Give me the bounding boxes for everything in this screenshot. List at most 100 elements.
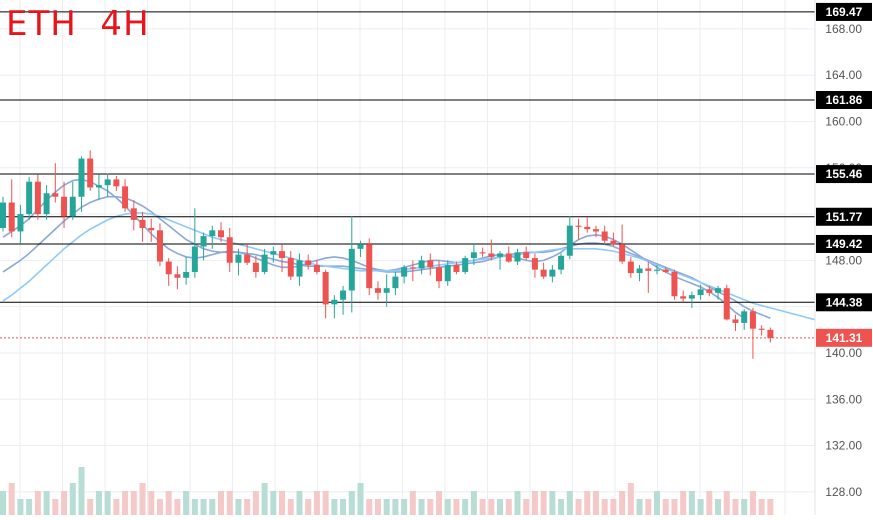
volume-bar [279,491,286,515]
candle-body [366,244,373,289]
candle [139,211,146,242]
volume-bar [235,499,242,515]
volume-bar [767,499,774,515]
volume-bar [470,491,477,515]
volume-bar [34,491,41,515]
candle [95,174,102,201]
volume-bar [287,499,294,515]
candle [148,218,155,242]
volume-bar [645,499,652,515]
level-label: 155.46 [826,167,863,181]
volume-bar [226,491,233,515]
candle-body [514,252,521,262]
candle [244,244,251,266]
y-tick-label: 148.00 [825,253,862,267]
candle [34,174,41,220]
candle [662,267,669,274]
candle [8,179,15,238]
candle [523,246,530,261]
candle-body [26,181,33,215]
candle [627,256,634,278]
level-label-box [816,90,872,109]
candle [514,248,521,266]
candle-body [287,258,294,277]
candle [715,285,722,300]
candle [156,223,163,267]
candle [261,248,268,275]
candle [296,253,303,286]
candle [436,260,442,289]
volume-bar [17,499,24,515]
volume-bar [610,499,617,515]
candle [540,262,547,279]
volume-bar [357,483,364,515]
candle-body [566,225,573,256]
candle-body [313,265,320,272]
candle [218,222,224,242]
candle [575,218,582,240]
volume-bar [348,491,355,515]
candle [279,244,286,272]
y-tick-label: 136.00 [825,392,862,406]
volume-bar [549,491,556,515]
candle-body [523,252,530,259]
level-label: 169.47 [826,5,863,19]
volume-bar [78,467,85,515]
volume-bar [209,499,216,515]
volume-bar [104,491,111,515]
candle [654,265,660,275]
candle-body [488,253,495,257]
volume-bar [680,491,687,515]
volume-bar [531,491,538,515]
candle-body [444,265,451,282]
candle [688,291,695,308]
candle-body [540,269,547,277]
candle [566,216,573,260]
candle-body [78,158,85,197]
candle [52,163,59,203]
level-label-box [816,234,872,253]
volume-bar [497,499,504,515]
candle-body [436,267,442,282]
volume-bar [488,499,495,515]
candle-body [174,274,181,278]
candle [270,246,277,263]
candle-body [592,229,599,232]
candle-body [305,260,312,266]
candle-body [497,253,504,257]
candle [610,232,617,247]
level-label-box [816,2,872,21]
volume-bars [0,467,774,515]
volume-bar [409,491,416,515]
volume-bar [244,499,251,515]
candle [758,325,765,336]
candle-body [636,268,643,274]
volume-bar [688,491,695,515]
candle-body [113,179,120,187]
candle [723,284,730,321]
candle-body [715,288,722,293]
volume-bar [87,499,94,515]
volume-bar [270,491,277,515]
candle-body [61,196,68,217]
volume-bar [95,491,102,515]
candle-body [697,289,704,296]
volume-bar [218,491,224,515]
candle [61,181,68,228]
candle-body [8,202,15,232]
candle-body [104,179,111,186]
candle-body [462,258,469,272]
candle-body [235,254,242,263]
y-tick-label: 132.00 [825,439,862,453]
candle-body [470,252,477,259]
volume-bar [418,499,425,515]
ma-line [2,195,771,320]
candle-body [261,254,268,272]
candle-body [505,253,512,262]
candle-body [200,236,207,247]
candle-body [279,251,286,259]
candle [183,256,190,285]
volume-bar [366,499,373,515]
